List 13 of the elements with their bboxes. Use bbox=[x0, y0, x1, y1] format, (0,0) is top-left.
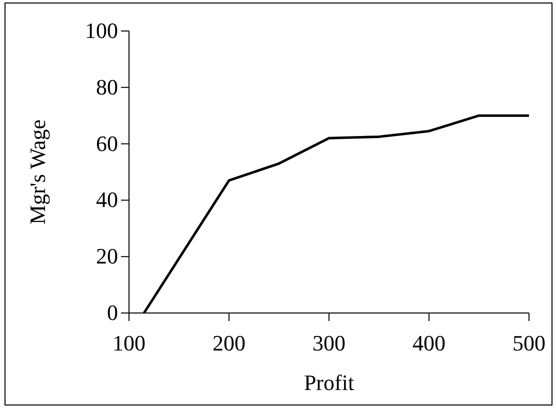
y-tick-label: 20 bbox=[96, 244, 118, 269]
x-tick-label: 400 bbox=[412, 330, 446, 356]
x-axis-title: Profit bbox=[304, 370, 354, 395]
x-tick-label: 100 bbox=[112, 330, 146, 356]
x-tick-label: 300 bbox=[312, 330, 346, 356]
x-tick-label: 500 bbox=[512, 330, 546, 356]
y-tick-label: 100 bbox=[85, 18, 118, 44]
y-tick-label: 80 bbox=[96, 74, 118, 100]
x-tick-label: 200 bbox=[212, 330, 246, 356]
y-tick-label: 40 bbox=[96, 187, 118, 212]
y-axis-title: Mgr's Wage bbox=[25, 119, 50, 225]
y-tick-label: 0 bbox=[107, 300, 118, 326]
y-tick-label: 60 bbox=[96, 130, 118, 156]
